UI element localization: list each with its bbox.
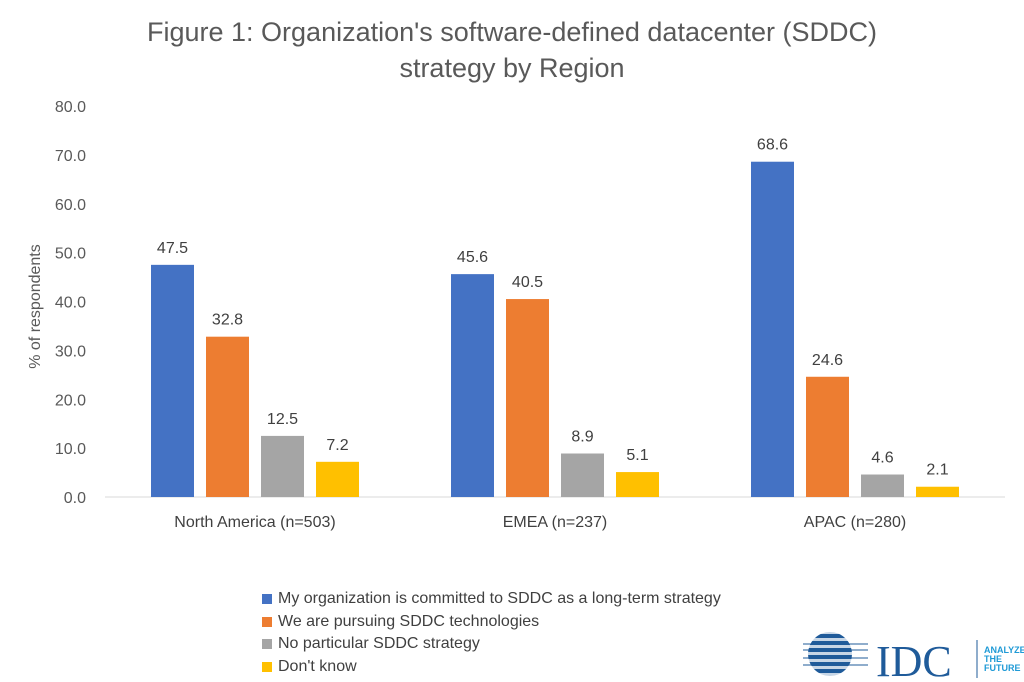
legend-swatch	[262, 616, 272, 627]
data-label: 8.9	[571, 429, 593, 446]
legend-item: No particular SDDC strategy	[262, 633, 721, 656]
legend-item: My organization is committed to SDDC as …	[262, 588, 721, 611]
bar	[806, 376, 849, 497]
y-tick-label: 30.0	[55, 343, 86, 360]
legend-item: We are pursuing SDDC technologies	[262, 611, 721, 634]
data-label: 7.2	[326, 437, 348, 454]
bar	[316, 461, 359, 497]
bar	[451, 274, 494, 497]
legend-label: My organization is committed to SDDC as …	[278, 590, 721, 608]
svg-text:FUTURE: FUTURE	[984, 663, 1021, 673]
data-label: 45.6	[457, 249, 488, 266]
y-tick-label: 70.0	[55, 148, 86, 165]
y-tick-label: 40.0	[55, 295, 86, 312]
y-tick-label: 50.0	[55, 246, 86, 263]
idc-globe-icon	[803, 632, 868, 676]
chart-title-line-2: strategy by Region	[399, 53, 625, 83]
bar	[616, 472, 659, 497]
bar	[506, 299, 549, 497]
y-axis-label: % of respondents	[27, 244, 44, 369]
data-label: 40.5	[512, 274, 543, 291]
legend-swatch	[262, 639, 272, 650]
y-tick-label: 20.0	[55, 392, 86, 409]
bar	[151, 264, 194, 497]
x-tick-label: North America (n=503)	[174, 514, 335, 531]
data-label: 68.6	[757, 137, 788, 154]
legend-swatch	[262, 594, 272, 605]
y-tick-label: 10.0	[55, 441, 86, 458]
y-tick-label: 80.0	[55, 99, 86, 116]
data-label: 32.8	[212, 312, 243, 329]
data-label: 2.1	[926, 462, 948, 479]
svg-text:ANALYZE: ANALYZE	[984, 645, 1024, 655]
bar	[861, 474, 904, 497]
chart-title-line-1: Figure 1: Organization's software-define…	[147, 17, 877, 47]
svg-text:THE: THE	[984, 654, 1002, 664]
legend-label: We are pursuing SDDC technologies	[278, 612, 540, 630]
bar	[206, 336, 249, 497]
data-label: 4.6	[871, 450, 893, 467]
bar	[751, 161, 794, 497]
legend-label: No particular SDDC strategy	[278, 635, 480, 653]
x-tick-label: EMEA (n=237)	[503, 514, 608, 531]
legend-item: Don't know	[262, 656, 721, 679]
x-tick-label: APAC (n=280)	[804, 514, 906, 531]
bar	[561, 453, 604, 497]
chart-title: Figure 1: Organization's software-define…	[0, 14, 1024, 86]
legend-swatch	[262, 661, 272, 672]
data-label: 24.6	[812, 352, 843, 369]
y-tick-label: 60.0	[55, 197, 86, 214]
idc-wordmark: IDC	[876, 637, 952, 682]
bar	[916, 486, 959, 497]
data-label: 47.5	[157, 240, 188, 257]
legend: My organization is committed to SDDC as …	[262, 588, 721, 678]
bar	[261, 435, 304, 497]
data-label: 5.1	[626, 447, 648, 464]
data-label: 12.5	[267, 411, 298, 428]
legend-label: Don't know	[278, 657, 357, 675]
y-tick-label: 0.0	[64, 490, 86, 507]
